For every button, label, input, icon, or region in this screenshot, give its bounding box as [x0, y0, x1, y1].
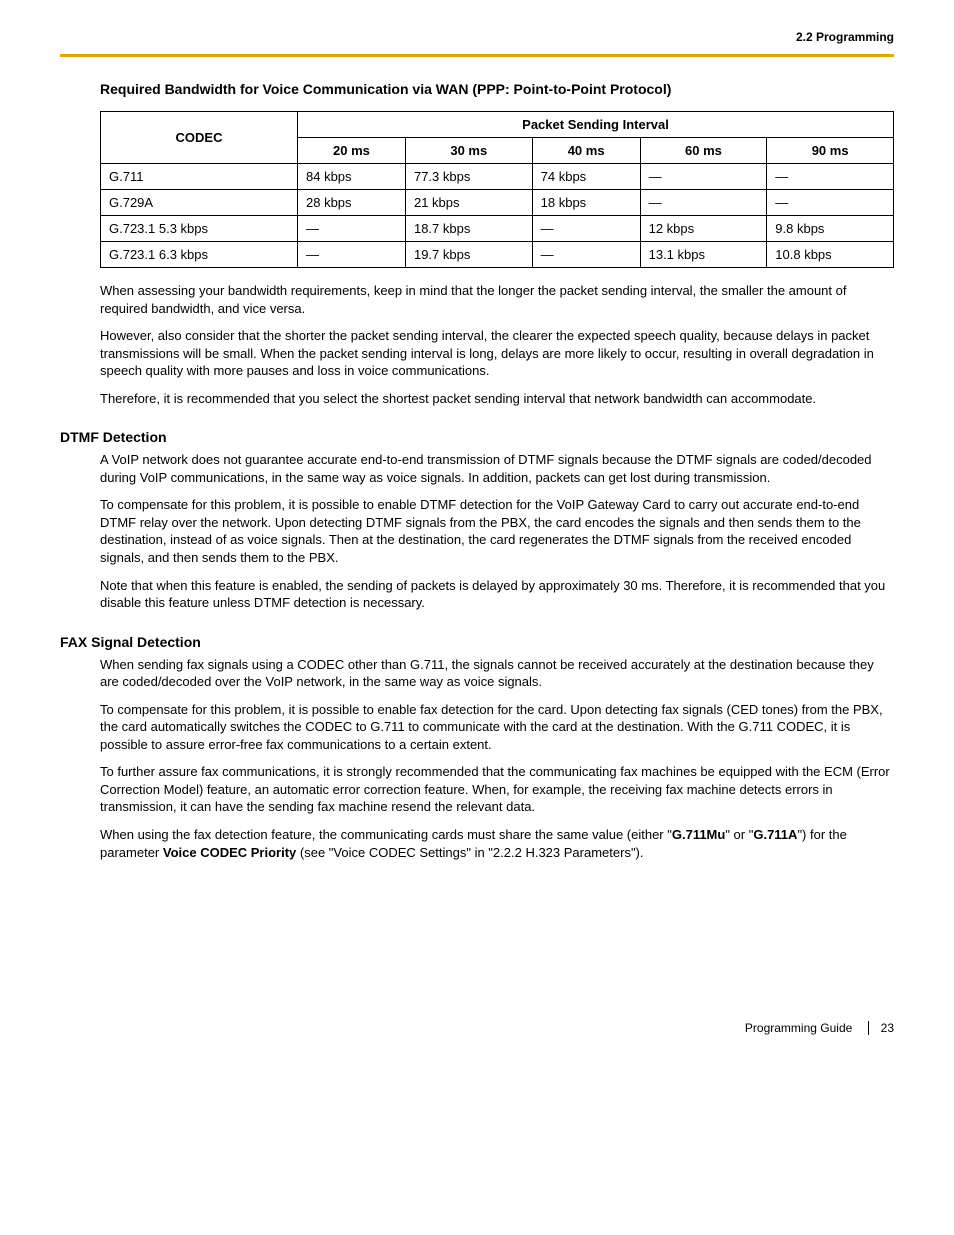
th-codec: CODEC: [101, 112, 298, 164]
cell: —: [767, 190, 894, 216]
cell: —: [298, 242, 406, 268]
dtmf-p1: A VoIP network does not guarantee accura…: [100, 451, 894, 486]
cell: 13.1 kbps: [640, 242, 767, 268]
fax-p4: When using the fax detection feature, th…: [100, 826, 894, 861]
th-90ms: 90 ms: [767, 138, 894, 164]
cell: —: [532, 216, 640, 242]
cell: —: [640, 190, 767, 216]
cell: G.723.1 6.3 kbps: [101, 242, 298, 268]
fax-heading: FAX Signal Detection: [60, 634, 894, 650]
cell: —: [532, 242, 640, 268]
cell: 18.7 kbps: [405, 216, 532, 242]
cell: 10.8 kbps: [767, 242, 894, 268]
th-20ms: 20 ms: [298, 138, 406, 164]
th-40ms: 40 ms: [532, 138, 640, 164]
fax-p4-pre: When using the fax detection feature, th…: [100, 827, 672, 842]
fax-p2: To compensate for this problem, it is po…: [100, 701, 894, 754]
cell: 18 kbps: [532, 190, 640, 216]
fax-p4-post: (see "Voice CODEC Settings" in "2.2.2 H.…: [296, 845, 643, 860]
cell: —: [640, 164, 767, 190]
table-title: Required Bandwidth for Voice Communicati…: [100, 81, 894, 97]
para-bandwidth-2: However, also consider that the shorter …: [100, 327, 894, 380]
table-row: G.723.1 6.3 kbps — 19.7 kbps — 13.1 kbps…: [101, 242, 894, 268]
cell: G.723.1 5.3 kbps: [101, 216, 298, 242]
cell: 77.3 kbps: [405, 164, 532, 190]
fax-p4-b2: G.711A: [753, 827, 797, 842]
footer-doc: Programming Guide: [745, 1021, 852, 1035]
cell: 9.8 kbps: [767, 216, 894, 242]
table-row: G.723.1 5.3 kbps — 18.7 kbps — 12 kbps 9…: [101, 216, 894, 242]
fax-p1: When sending fax signals using a CODEC o…: [100, 656, 894, 691]
cell: G.711: [101, 164, 298, 190]
cell: G.729A: [101, 190, 298, 216]
table-row: G.711 84 kbps 77.3 kbps 74 kbps — —: [101, 164, 894, 190]
cell: 74 kbps: [532, 164, 640, 190]
para-bandwidth-1: When assessing your bandwidth requiremen…: [100, 282, 894, 317]
page: 2.2 Programming Required Bandwidth for V…: [0, 0, 954, 1075]
cell: 21 kbps: [405, 190, 532, 216]
footer: Programming Guide 23: [60, 1021, 894, 1035]
para-bandwidth-3: Therefore, it is recommended that you se…: [100, 390, 894, 408]
footer-page: 23: [868, 1021, 894, 1035]
table-row: G.729A 28 kbps 21 kbps 18 kbps — —: [101, 190, 894, 216]
fax-p4-mid1: " or ": [725, 827, 753, 842]
dtmf-heading: DTMF Detection: [60, 429, 894, 445]
header-rule: [60, 54, 894, 57]
cell: 28 kbps: [298, 190, 406, 216]
cell: —: [767, 164, 894, 190]
dtmf-p3: Note that when this feature is enabled, …: [100, 577, 894, 612]
cell: —: [298, 216, 406, 242]
cell: 12 kbps: [640, 216, 767, 242]
fax-p3: To further assure fax communications, it…: [100, 763, 894, 816]
cell: 84 kbps: [298, 164, 406, 190]
fax-p4-b1: G.711Mu: [672, 827, 725, 842]
th-interval: Packet Sending Interval: [298, 112, 894, 138]
header-section: 2.2 Programming: [60, 30, 894, 54]
fax-p4-b3: Voice CODEC Priority: [163, 845, 296, 860]
cell: 19.7 kbps: [405, 242, 532, 268]
dtmf-p2: To compensate for this problem, it is po…: [100, 496, 894, 566]
bandwidth-table: CODEC Packet Sending Interval 20 ms 30 m…: [100, 111, 894, 268]
th-60ms: 60 ms: [640, 138, 767, 164]
th-30ms: 30 ms: [405, 138, 532, 164]
